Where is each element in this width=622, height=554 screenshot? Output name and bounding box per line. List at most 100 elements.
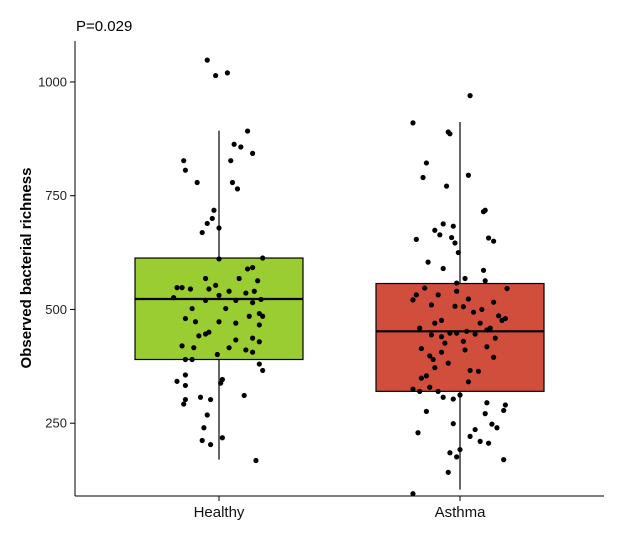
data-point [199, 229, 205, 236]
data-point [457, 446, 463, 453]
data-point [435, 292, 441, 298]
data-point [480, 209, 487, 215]
data-point [494, 425, 500, 431]
data-point [410, 297, 416, 303]
x-tick-label: Healthy [194, 504, 245, 521]
data-point [182, 372, 188, 378]
data-point [182, 396, 188, 403]
data-point [484, 344, 490, 350]
data-point [430, 356, 436, 363]
data-point [196, 333, 202, 339]
data-point [253, 457, 259, 464]
data-point [244, 128, 251, 134]
data-point [256, 322, 262, 328]
data-point [502, 402, 508, 408]
data-point [452, 240, 458, 246]
data-point [192, 319, 199, 325]
data-point [216, 225, 222, 231]
data-point [432, 365, 438, 371]
data-point [457, 392, 463, 398]
data-point [260, 255, 266, 261]
y-axis-ticks: 250 500 750 1000 [38, 74, 75, 431]
x-tick-label: Asthma [435, 504, 487, 521]
data-point [450, 223, 456, 229]
data-point [423, 373, 429, 379]
data-point [202, 275, 209, 282]
data-point [216, 292, 222, 298]
box-group-healthy [134, 57, 304, 464]
data-point [440, 394, 446, 400]
y-tick-label: 500 [45, 302, 67, 317]
data-point [410, 120, 416, 126]
data-point [415, 430, 421, 436]
data-point [428, 302, 435, 308]
box-healthy [134, 257, 304, 361]
data-point [464, 328, 470, 334]
data-point [189, 356, 195, 363]
data-point [484, 400, 490, 406]
data-point [233, 320, 239, 326]
data-point [224, 70, 230, 76]
data-point [475, 368, 482, 374]
data-point [410, 491, 416, 497]
data-point [213, 282, 219, 288]
data-point [226, 288, 232, 294]
data-point [423, 160, 429, 166]
data-point [499, 317, 505, 323]
data-point [260, 367, 266, 374]
data-point [250, 300, 256, 306]
data-point [427, 353, 433, 359]
data-point [228, 158, 234, 164]
data-point [423, 408, 429, 414]
data-point [209, 215, 215, 222]
data-point [219, 435, 225, 441]
data-point [422, 285, 428, 291]
data-point [438, 334, 445, 340]
data-point [258, 296, 264, 303]
data-point [417, 388, 423, 394]
data-point [204, 412, 210, 418]
data-point [440, 265, 446, 272]
data-point [467, 93, 473, 99]
data-point [256, 339, 262, 345]
data-point [491, 354, 497, 360]
data-point [410, 386, 416, 392]
y-axis-title: Observed bacterial richness [18, 168, 35, 369]
data-point [417, 325, 423, 331]
data-point [204, 220, 210, 227]
plot-area [134, 57, 545, 497]
data-point [233, 337, 239, 343]
data-point [432, 227, 438, 233]
data-point [485, 440, 492, 446]
data-point [470, 309, 477, 315]
data-point [472, 426, 478, 433]
data-point [442, 340, 448, 346]
box-asthma [375, 282, 545, 392]
data-point [181, 158, 187, 164]
data-point [174, 285, 180, 291]
data-point [462, 347, 468, 353]
data-point [182, 382, 188, 389]
data-point [243, 347, 249, 353]
data-point [438, 349, 445, 355]
data-point [465, 296, 471, 302]
data-point [445, 360, 451, 366]
data-point [454, 280, 460, 286]
data-point [211, 207, 217, 213]
data-point [194, 179, 200, 186]
data-point [454, 330, 460, 336]
data-point [187, 286, 194, 292]
data-point [246, 313, 252, 319]
y-tick-label: 250 [45, 416, 67, 431]
data-point [223, 305, 229, 312]
data-point [447, 131, 453, 137]
data-point [491, 238, 497, 244]
data-point [460, 338, 466, 344]
data-point [477, 320, 483, 326]
data-point [447, 330, 453, 336]
data-point [206, 286, 212, 292]
data-point [204, 57, 210, 63]
data-point [467, 367, 473, 374]
data-point [482, 411, 488, 417]
data-point [501, 407, 507, 414]
